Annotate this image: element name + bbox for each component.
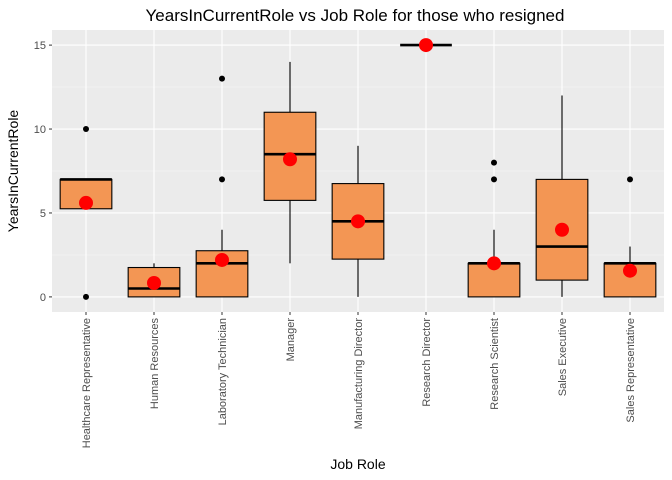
outlier-point: [219, 176, 225, 183]
outlier-point: [83, 293, 89, 300]
x-tick-label: Manager: [285, 318, 297, 362]
y-axis: 0 5 10 15: [34, 40, 52, 304]
outlier-point: [491, 159, 497, 166]
x-tick-label: Sales Representative: [625, 318, 637, 423]
y-tick-label: 5: [40, 208, 46, 220]
y-tick-label: 10: [34, 124, 46, 136]
x-axis-title: Job Role: [330, 456, 385, 472]
box-group: [127, 263, 181, 298]
box-group: [400, 38, 452, 53]
x-tick-label: Sales Executive: [557, 318, 569, 396]
outlier-point: [219, 75, 225, 82]
box-group: [535, 95, 589, 297]
x-tick-label: Human Resources: [149, 318, 161, 410]
x-tick-label: Research Scientist: [489, 318, 501, 410]
mean-point: [79, 195, 93, 210]
box-group: [195, 75, 249, 298]
mean-point: [147, 275, 161, 290]
y-tick-label: 0: [40, 292, 46, 304]
boxes-layer: [59, 38, 657, 300]
box-group: [59, 126, 113, 300]
x-tick-label: Healthcare Representative: [81, 318, 93, 448]
chart-title: YearsInCurrentRole vs Job Role for those…: [146, 6, 565, 25]
box-group: [331, 145, 385, 297]
x-tick-label: Laboratory Technician: [217, 318, 229, 425]
x-tick-label: Manufacturing Director: [353, 318, 365, 430]
mean-point: [555, 222, 569, 237]
mean-point: [419, 38, 433, 53]
outlier-point: [83, 126, 89, 133]
box-group: [263, 61, 317, 264]
mean-point: [351, 214, 365, 229]
mean-point: [487, 256, 501, 271]
mean-point: [283, 152, 297, 167]
x-axis: Healthcare Representative Human Resources…: [81, 312, 637, 448]
box-group: [467, 159, 521, 298]
y-axis-title: YearsInCurrentRole: [5, 110, 21, 233]
box-group: [603, 176, 657, 298]
outlier-point: [627, 176, 633, 183]
y-tick-label: 15: [34, 40, 46, 52]
x-tick-label: Research Director: [421, 318, 433, 407]
box-body: [127, 266, 181, 298]
outlier-point: [491, 176, 497, 183]
mean-point: [623, 263, 637, 278]
mean-point: [215, 252, 229, 267]
